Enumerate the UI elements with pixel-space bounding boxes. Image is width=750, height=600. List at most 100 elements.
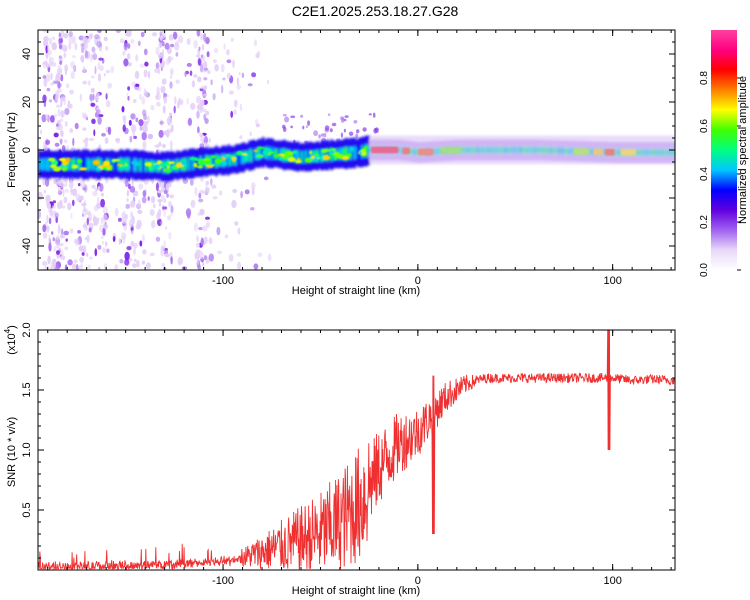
noise-blob	[54, 212, 59, 219]
noise-blob	[94, 65, 97, 75]
band-core	[39, 159, 43, 170]
noise-blob	[57, 108, 61, 117]
noise-blob	[91, 46, 96, 53]
band-core	[69, 158, 72, 171]
hotspot	[267, 153, 271, 156]
noise-blob	[199, 63, 204, 73]
hotspot	[345, 153, 352, 157]
noise-blob	[92, 190, 98, 197]
noise-blob	[53, 132, 59, 138]
noise-blob	[51, 61, 57, 67]
hotspot	[332, 148, 337, 151]
band-core	[213, 155, 216, 167]
noise-blob	[133, 242, 138, 249]
noise-blob	[236, 84, 241, 90]
spectrogram-ticks: -100 0 100 -40 -20 0 20 40	[21, 29, 675, 287]
band-core	[73, 158, 76, 171]
noise-blob	[144, 90, 149, 98]
noise-blob	[247, 83, 253, 87]
noise-blob	[198, 227, 203, 231]
noise-blob	[98, 57, 104, 61]
noise-blob	[56, 68, 63, 75]
noise-blob	[63, 52, 67, 59]
hotspot	[71, 164, 79, 169]
noise-blob	[59, 200, 63, 207]
noise-blob	[230, 110, 234, 118]
noise-blob	[60, 96, 66, 102]
noise-blob	[67, 259, 73, 266]
noise-blob	[320, 133, 325, 137]
noise-blob	[202, 93, 208, 97]
noise-blob	[143, 113, 147, 121]
y-tick-label: -40	[21, 238, 33, 254]
noise-blob	[79, 93, 82, 102]
noise-blob	[52, 237, 56, 242]
noise-blob	[57, 226, 61, 235]
hotspot	[304, 157, 313, 163]
noise-blob	[123, 43, 128, 51]
snr-multiplier-text: (x10	[6, 333, 18, 354]
noise-blob	[132, 263, 137, 268]
colorbar-tick-label: 0.4	[699, 167, 710, 181]
noise-blob	[60, 255, 66, 260]
noise-blob	[64, 246, 69, 251]
noise-blob	[205, 216, 210, 220]
noise-blob	[313, 130, 318, 137]
noise-blob	[56, 250, 60, 255]
noise-blob	[198, 198, 204, 203]
band-core	[75, 158, 78, 171]
band-core	[195, 157, 199, 169]
noise-blob	[171, 56, 174, 61]
noise-blob	[41, 114, 47, 123]
noise-blob	[77, 183, 81, 187]
noise-blob	[64, 108, 70, 115]
noise-blob	[196, 104, 203, 111]
noise-blob	[282, 114, 287, 117]
noise-blob	[133, 135, 138, 139]
noise-blob	[161, 41, 165, 47]
noise-blob	[76, 264, 79, 270]
noise-blob	[84, 49, 89, 59]
band-core	[345, 146, 349, 161]
noise-blob	[55, 236, 61, 246]
noise-blob	[196, 110, 200, 119]
noise-blob	[63, 139, 68, 144]
noise-blob	[105, 93, 108, 100]
noise-blob	[57, 88, 62, 93]
y-tick-label: 1.0	[21, 442, 33, 457]
noise-blob	[126, 189, 130, 197]
noise-blob	[102, 223, 108, 229]
noise-blob	[203, 67, 209, 71]
noise-blob	[208, 237, 213, 245]
noise-blob	[161, 183, 164, 192]
noise-blob	[142, 123, 146, 133]
noise-blob	[97, 62, 101, 71]
noise-blob	[157, 67, 161, 75]
noise-blob	[159, 120, 164, 125]
noise-blob	[213, 59, 217, 63]
noise-blob	[124, 258, 130, 266]
noise-blob	[193, 222, 198, 232]
snr-multiplier-exp: 4	[3, 328, 12, 333]
noise-blob	[93, 222, 98, 226]
band-core	[121, 158, 125, 171]
hotspot	[236, 150, 243, 156]
colorbar-tick-label: 0.8	[699, 71, 710, 85]
noise-blob	[212, 196, 218, 200]
noise-blob	[203, 85, 208, 91]
noise-blob	[142, 249, 147, 255]
noise-blob	[126, 198, 129, 202]
band-core	[45, 158, 49, 170]
noise-blob	[368, 113, 372, 116]
band-core	[86, 158, 90, 171]
noise-blob	[97, 73, 102, 82]
noise-blob	[205, 180, 208, 188]
noise-blob	[157, 189, 163, 194]
snr-multiplier: (x104)	[3, 325, 18, 355]
x-tick-label: 100	[603, 575, 621, 587]
band-core	[367, 144, 370, 157]
noise-blob	[162, 105, 166, 114]
noise-blob	[48, 38, 53, 45]
noise-blob	[226, 49, 230, 56]
noise-blob	[228, 253, 234, 262]
